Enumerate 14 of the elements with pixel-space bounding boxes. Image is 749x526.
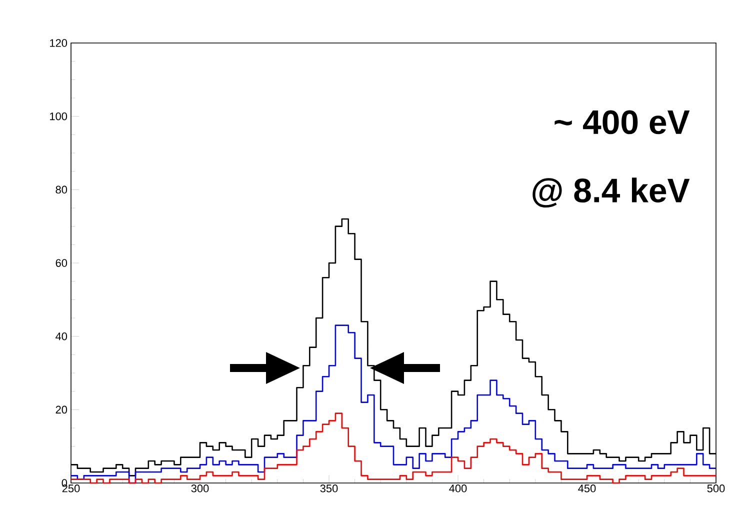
x-tick-label: 500 xyxy=(707,484,725,492)
y-tick-label: 60 xyxy=(56,259,68,267)
annotation: ~ 400 eV xyxy=(554,110,690,134)
x-tick-label: 300 xyxy=(191,484,209,492)
y-tick-label: 40 xyxy=(56,332,68,340)
y-tick-label: 120 xyxy=(50,39,68,47)
x-tick-label: 400 xyxy=(449,484,467,492)
y-tick-label: 20 xyxy=(56,406,68,414)
annotation: @ 8.4 keV xyxy=(532,178,690,208)
x-tick-label: 450 xyxy=(578,484,596,492)
x-tick-label: 350 xyxy=(320,484,338,492)
y-tick-label: 80 xyxy=(56,186,68,194)
y-tick-label: 100 xyxy=(50,112,68,120)
x-tick-label: 250 xyxy=(62,484,80,492)
